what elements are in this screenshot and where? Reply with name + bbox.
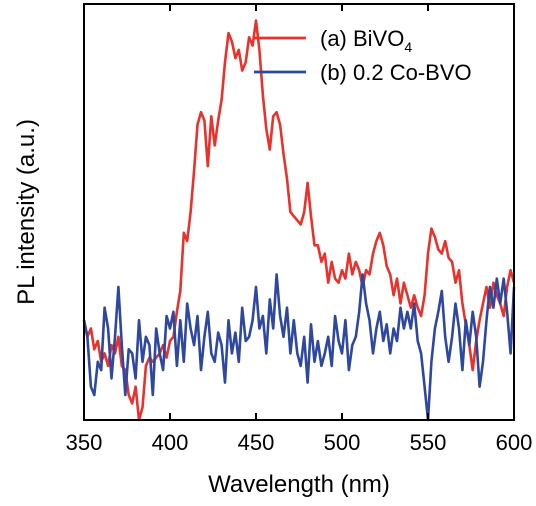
legend: (a) BiVO4 (b) 0.2 Co-BVO (254, 26, 472, 85)
x-axis-ticks: 350 400 450 500 550 600 (66, 4, 533, 455)
x-tick-label: 500 (324, 430, 361, 455)
series-lines (82, 19, 516, 422)
y-axis-label: PL intensity (a.u.) (13, 119, 40, 305)
x-tick-label: 600 (496, 430, 533, 455)
x-axis-label: Wavelength (nm) (208, 471, 390, 498)
x-tick-label: 550 (410, 430, 447, 455)
series-line-b (82, 273, 516, 422)
legend-label-b: (b) 0.2 Co-BVO (320, 60, 472, 85)
legend-label-a: (a) BiVO4 (320, 26, 412, 55)
plot-frame (83, 3, 515, 421)
x-tick-label: 450 (238, 430, 275, 455)
x-tick-label: 350 (66, 430, 103, 455)
x-tick-label: 400 (152, 430, 189, 455)
